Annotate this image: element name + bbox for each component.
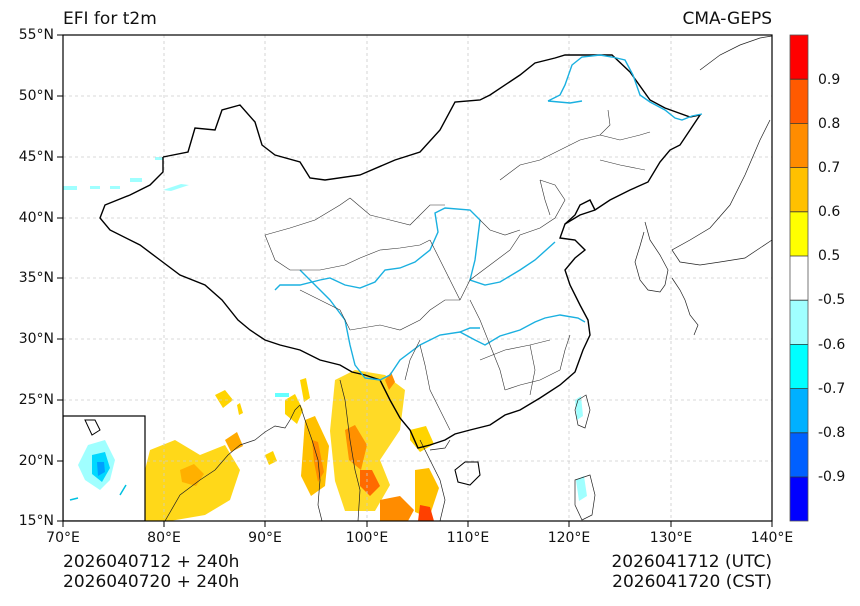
colorbar-tick-neg0.5: -0.5 [818, 292, 846, 308]
map-plot-area [63, 35, 772, 521]
colorbar-tick-0.7: 0.7 [818, 160, 841, 176]
colorbar-tick-0.9: 0.9 [818, 72, 841, 88]
colorbar-tick-neg0.7: -0.7 [818, 381, 846, 397]
china-border [99, 54, 702, 449]
init-time-utc: 2026040712 + 240h [63, 552, 240, 572]
lat-label-30: 30°N [18, 331, 54, 347]
valid-time-cst: 2026041720 (CST) [612, 572, 772, 592]
province-borders [264, 109, 651, 431]
lon-label-80: 80°E [147, 530, 181, 546]
colorbar-tick-neg0.6: -0.6 [818, 337, 846, 353]
colorbar-tick-0.8: 0.8 [818, 116, 841, 132]
lat-label-35: 35°N [18, 270, 54, 286]
lat-label-20: 20°N [18, 453, 54, 469]
lon-ticks [62, 521, 773, 527]
valid-time-utc: 2026041712 (UTC) [611, 552, 772, 572]
efi-negative-shading [63, 157, 587, 501]
lon-label-140: 140°E [750, 530, 794, 546]
lon-label-100: 100°E [345, 530, 389, 546]
init-time-block: 2026040712 + 240h 2026040720 + 240h [63, 552, 239, 592]
efi-positive-shading [145, 370, 439, 521]
model-name: CMA-GEPS [682, 9, 772, 29]
map-title: EFI for t2m [63, 9, 157, 29]
colorbar-tick-neg0.9: -0.9 [818, 469, 846, 485]
init-time-cst: 2026040720 + 240h [63, 572, 240, 592]
colorbar-tick-0.6: 0.6 [818, 204, 841, 220]
lon-label-130: 130°E [649, 530, 693, 546]
lon-label-120: 120°E [547, 530, 591, 546]
valid-time-block: 2026041712 (UTC) 2026041720 (CST) [611, 552, 772, 592]
lat-label-50: 50°N [18, 88, 54, 104]
lat-label-45: 45°N [18, 149, 54, 165]
lon-label-70: 70°E [46, 530, 80, 546]
graticule [63, 35, 772, 521]
colorbar [789, 34, 809, 522]
lat-label-40: 40°N [18, 210, 54, 226]
colorbar-tick-0.5: 0.5 [818, 248, 841, 264]
inset-region [63, 415, 146, 521]
colorbar-tick-neg0.8: -0.8 [818, 425, 846, 441]
coastlines [164, 35, 772, 521]
lat-label-15: 15°N [18, 513, 54, 529]
lat-ticks [57, 34, 63, 522]
lat-label-55: 55°N [18, 27, 54, 43]
lat-label-25: 25°N [18, 392, 54, 408]
lon-label-90: 90°E [248, 530, 282, 546]
lon-label-110: 110°E [446, 530, 490, 546]
rivers [274, 54, 703, 381]
